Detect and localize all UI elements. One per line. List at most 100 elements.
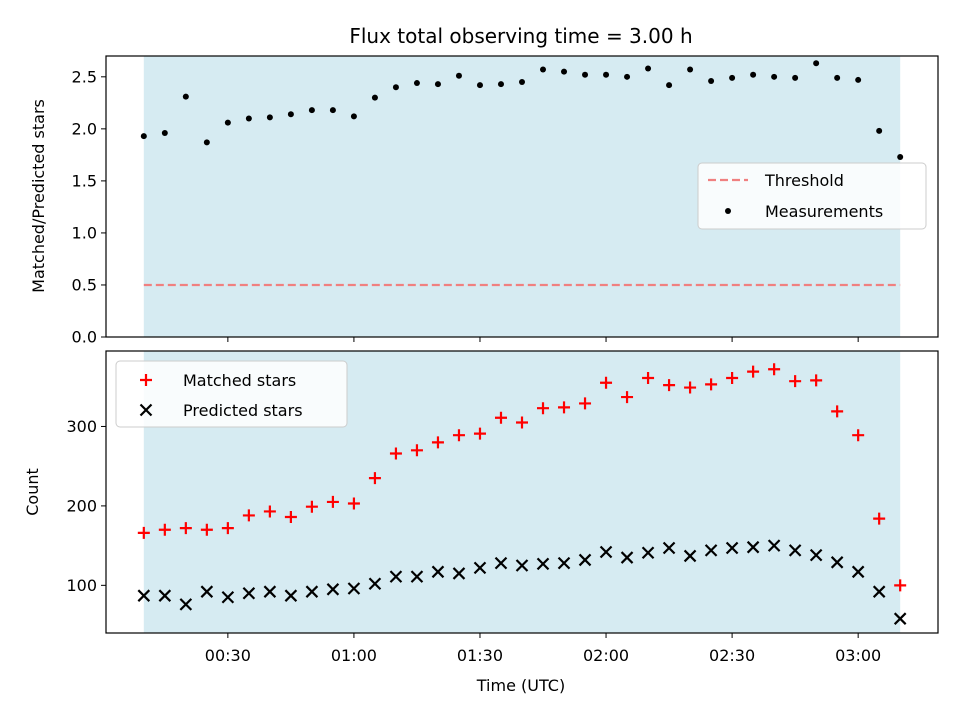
- predicted-star-point: [872, 585, 886, 598]
- top-y-tick-label: 0.0: [72, 328, 97, 347]
- measurement-point: [897, 153, 904, 160]
- predicted-star-point: [473, 561, 487, 575]
- bottom-y-tick-label: 100: [66, 576, 97, 595]
- predicted-star-point: [704, 544, 718, 557]
- measurement-point: [603, 71, 610, 78]
- top-y-tick-label: 1.5: [72, 171, 97, 190]
- top-y-tick-label: 1.0: [72, 223, 97, 242]
- predicted-star-point: [641, 546, 655, 560]
- x-tick-label: 00:30: [205, 646, 251, 665]
- top-y-axis-label: Matched/Predicted stars: [29, 99, 48, 293]
- matched-star-point: [137, 526, 150, 539]
- matched-star-point: [452, 429, 465, 442]
- measurement-point: [855, 76, 862, 83]
- predicted-star-point: [830, 556, 844, 569]
- x-tick-label: 03:00: [835, 646, 881, 665]
- predicted-star-point: [620, 551, 634, 564]
- matched-star-point: [431, 436, 444, 449]
- top-legend-box: [697, 162, 927, 230]
- predicted-star-point: [326, 583, 340, 596]
- matched-star-point: [558, 401, 571, 414]
- predicted-star-point: [494, 556, 508, 570]
- measurement-point: [224, 119, 231, 126]
- matched-star-point: [747, 365, 760, 378]
- predicted-star-point: [557, 556, 571, 570]
- predicted-star-point: [389, 570, 403, 583]
- measurement-point: [771, 73, 778, 80]
- legend-measurements-swatch: [725, 208, 731, 214]
- measurement-point: [540, 66, 547, 73]
- matched-star-point: [831, 405, 844, 418]
- measurement-point: [392, 84, 399, 91]
- measurement-point: [729, 74, 736, 81]
- matched-star-point: [873, 512, 886, 525]
- predicted-star-point: [599, 545, 613, 559]
- x-axis-label: Time (UTC): [476, 676, 565, 695]
- predicted-star-point: [725, 541, 739, 555]
- measurement-point: [350, 113, 357, 120]
- predicted-star-point: [347, 582, 361, 595]
- matched-star-point: [684, 381, 697, 394]
- measurement-point: [329, 107, 336, 114]
- matched-star-point: [305, 500, 318, 513]
- x-tick-label: 01:30: [457, 646, 503, 665]
- predicted-star-point: [284, 589, 298, 602]
- matched-star-point: [705, 378, 718, 391]
- x-tick-label: 02:30: [709, 646, 755, 665]
- matched-star-point: [221, 522, 234, 535]
- bottom-panel: 100 200 300 00:30 01:00 01:30 02:00 02:30 03:00 M…: [66, 350, 939, 665]
- measurement-point: [834, 74, 841, 81]
- matched-star-point: [768, 363, 781, 376]
- predicted-star-point: [410, 570, 424, 583]
- matched-star-point: [200, 523, 213, 536]
- matched-star-point: [726, 372, 739, 385]
- top-legend: Threshold Measurements: [697, 162, 927, 230]
- predicted-star-point: [368, 577, 382, 591]
- predicted-star-point: [242, 587, 256, 600]
- measurement-point: [497, 81, 504, 88]
- predicted-star-point: [158, 589, 172, 602]
- measurement-point: [792, 74, 799, 81]
- predicted-star-point: [515, 559, 529, 572]
- measurement-point: [140, 133, 147, 140]
- measurement-point: [245, 115, 252, 122]
- legend-predicted-swatch: [139, 403, 153, 417]
- measurement-point: [519, 79, 525, 86]
- measurement-point: [645, 65, 652, 72]
- predicted-star-point: [137, 589, 151, 602]
- measurement-point: [708, 77, 715, 84]
- predicted-star-point: [200, 585, 214, 598]
- legend-threshold-label: Threshold: [764, 171, 844, 190]
- matched-star-point: [158, 523, 171, 536]
- matched-star-point: [368, 472, 381, 485]
- bottom-legend: Matched stars Predicted stars: [115, 360, 348, 428]
- legend-matched-label: Matched stars: [183, 371, 296, 390]
- matched-star-point: [537, 402, 550, 415]
- measurement-point: [413, 80, 420, 87]
- predicted-star-point: [683, 549, 697, 563]
- bottom-legend-box: [115, 360, 348, 428]
- measurement-point: [687, 66, 694, 73]
- measurement-point: [161, 130, 168, 137]
- chart-title: Flux total observing time = 3.00 h: [349, 24, 692, 48]
- x-tick-label: 02:00: [583, 646, 629, 665]
- matched-star-point: [494, 411, 507, 424]
- measurement-point: [308, 107, 315, 114]
- predicted-star-point: [536, 557, 550, 571]
- predicted-star-point: [431, 565, 445, 579]
- matched-star-point: [642, 372, 655, 385]
- matched-star-point: [516, 416, 528, 429]
- legend-measurements-label: Measurements: [765, 202, 883, 221]
- matched-star-point: [663, 379, 676, 392]
- predicted-star-point: [746, 540, 760, 554]
- legend-predicted-label: Predicted stars: [183, 401, 303, 420]
- bottom-axes-frame: [105, 350, 939, 634]
- top-y-tick-label: 2.0: [72, 119, 97, 138]
- predicted-star-point: [851, 565, 865, 579]
- matched-star-point: [284, 511, 297, 524]
- measurement-point: [624, 73, 631, 80]
- measurement-point: [813, 60, 820, 67]
- matched-star-point: [852, 429, 865, 442]
- predicted-star-point: [788, 544, 802, 557]
